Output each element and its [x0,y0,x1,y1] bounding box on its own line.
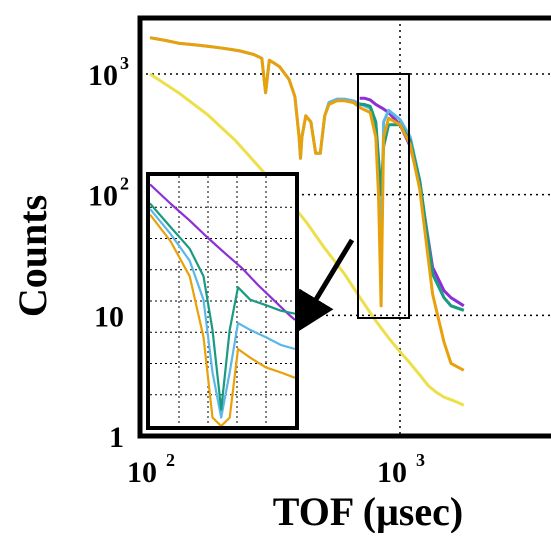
inset-series-line-purple [150,183,295,321]
series-line-green [359,102,465,312]
y-tick-label: 1 [109,421,124,454]
main-series-group [149,36,465,407]
series-line-orange [149,36,465,372]
y-tick-label: 10 [94,300,124,333]
inset-gridlines [150,176,295,426]
y-tick-label: 10 [88,180,118,213]
zoom-box [357,73,410,319]
x-tick-labels: 10 2 10 3 [127,450,425,489]
zoom-arrow [295,238,355,334]
inset-series-group [150,183,295,426]
x-tick-exponent: 3 [416,450,425,470]
y-tick-exponent: 3 [120,53,129,73]
y-tick-label: 10 [88,59,118,92]
series-line-yellow [149,72,465,407]
inset-series-line-orange [150,213,295,426]
inset-series-line-cyan [150,208,295,419]
x-tick-label: 10 [377,456,407,489]
y-axis-label: Counts [10,195,55,317]
inset-series-line-green [150,202,295,411]
main-gridlines [140,18,551,436]
y-tick-exponent: 2 [120,174,129,194]
x-tick-exponent: 2 [166,450,175,470]
x-tick-label: 10 [127,456,157,489]
inset-plot [146,172,299,430]
plot-frame [137,15,551,439]
x-axis-label: TOF (μsec) [273,489,463,533]
